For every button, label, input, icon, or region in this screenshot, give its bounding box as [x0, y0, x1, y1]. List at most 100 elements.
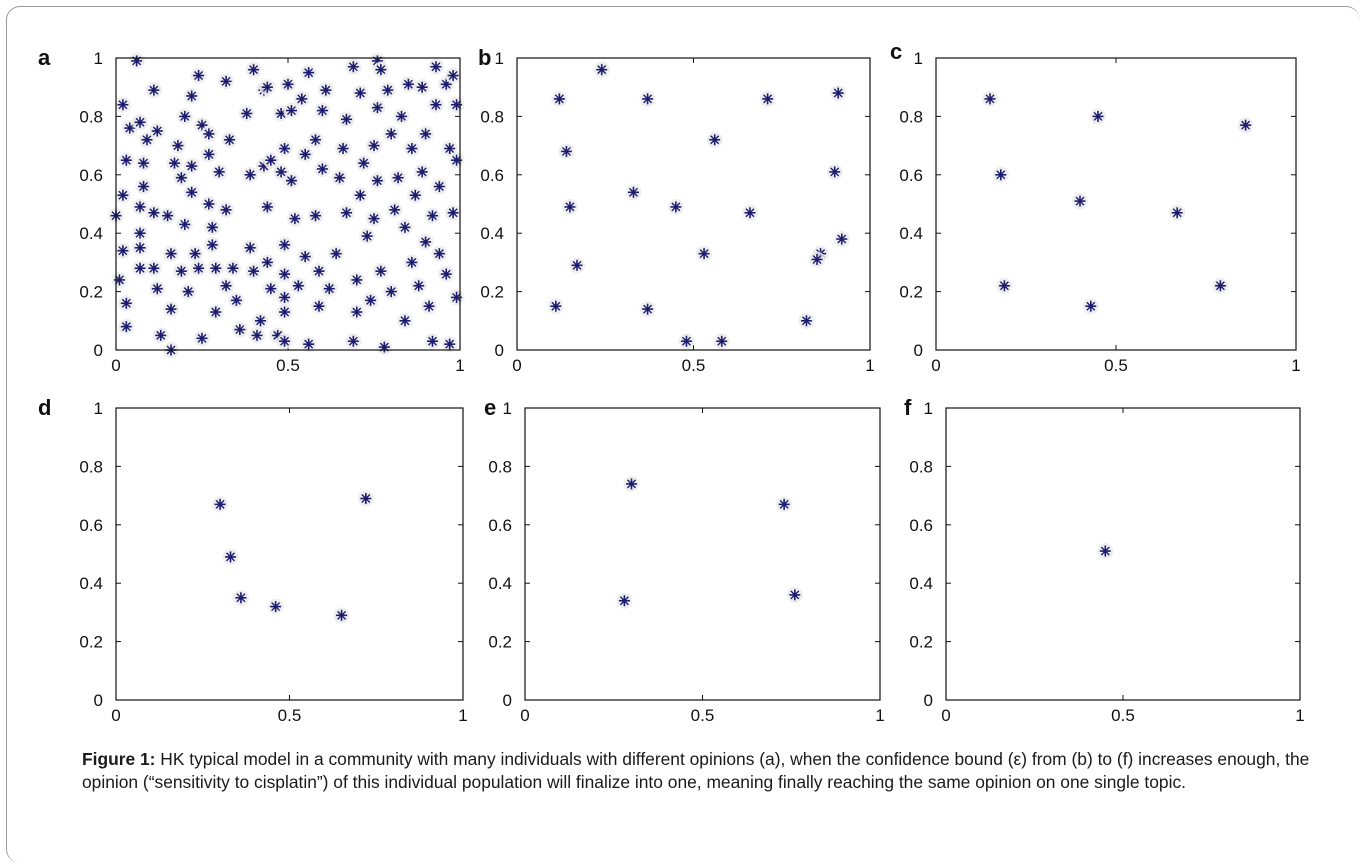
- data-point: [200, 125, 217, 142]
- data-point: [396, 312, 413, 329]
- data-point: [245, 61, 262, 78]
- data-point: [776, 496, 793, 513]
- data-point: [1097, 543, 1114, 560]
- data-point: [383, 125, 400, 142]
- data-point: [249, 327, 266, 344]
- data-point: [366, 210, 382, 227]
- data-point: [639, 90, 656, 107]
- panel-letter-d: d: [38, 395, 51, 420]
- data-point: [224, 260, 241, 277]
- data-point: [307, 207, 324, 224]
- data-point: [417, 125, 434, 142]
- data-point: [372, 263, 389, 280]
- data-point: [403, 140, 420, 157]
- x-tick-label: 0: [111, 706, 120, 725]
- data-point: [111, 271, 128, 288]
- y-tick-label: 1: [495, 49, 504, 68]
- data-point: [809, 251, 826, 268]
- y-tick-label: 0.8: [79, 107, 103, 126]
- data-point: [132, 198, 149, 215]
- data-point: [218, 277, 235, 294]
- data-point: [145, 204, 162, 221]
- data-point: [114, 96, 131, 113]
- plot-area-b: [516, 57, 871, 351]
- x-tick-label: 0.5: [276, 356, 300, 375]
- data-point: [386, 201, 403, 218]
- data-point: [372, 61, 389, 78]
- data-point: [1090, 108, 1106, 125]
- data-point: [293, 90, 310, 107]
- data-point: [379, 82, 396, 99]
- data-point: [183, 87, 200, 104]
- data-point: [331, 169, 348, 186]
- data-point: [403, 254, 420, 271]
- data-point: [338, 111, 355, 128]
- panel-a: a 0 0.2 0.4 0.6 0.8 1 0 0.5 1: [38, 45, 465, 375]
- plot-area-e: [524, 407, 881, 701]
- data-point: [169, 137, 186, 154]
- y-tick-label: 0.8: [79, 457, 103, 476]
- data-point: [396, 219, 413, 236]
- x-tick-label: 0: [512, 356, 521, 375]
- data-point: [135, 155, 152, 172]
- data-point: [114, 187, 131, 204]
- data-point: [276, 304, 293, 321]
- x-tick-label: 0.5: [691, 706, 715, 725]
- y-tick-label: 0.8: [480, 107, 504, 126]
- data-point: [310, 263, 327, 280]
- data-point: [231, 321, 248, 338]
- data-point: [207, 260, 224, 277]
- y-tick-label: 0.6: [488, 516, 512, 535]
- data-point: [414, 79, 431, 96]
- data-point: [163, 245, 180, 262]
- data-point: [276, 236, 293, 253]
- data-point: [207, 304, 224, 321]
- x-tick-label: 0.5: [278, 706, 302, 725]
- x-tick-label: 0: [520, 706, 529, 725]
- data-point: [163, 301, 180, 318]
- data-point: [286, 210, 303, 227]
- data-point: [145, 82, 162, 99]
- data-point: [310, 298, 327, 315]
- x-tick-label: 0.5: [1111, 706, 1135, 725]
- panel-b: b 0 0.2 0.4 0.6 0.8 1 0 0.5 1: [478, 45, 875, 375]
- data-point: [280, 76, 296, 93]
- x-tick-label: 0: [941, 706, 950, 725]
- data-point: [135, 178, 152, 195]
- data-point: [639, 301, 656, 318]
- data-point: [183, 158, 200, 175]
- y-tick-label: 0.8: [899, 107, 923, 126]
- data-point: [297, 248, 314, 265]
- data-point: [352, 85, 369, 102]
- data-point: [290, 277, 307, 294]
- data-point: [149, 123, 166, 139]
- data-point: [1237, 117, 1254, 134]
- data-point: [982, 90, 998, 107]
- data-point: [445, 204, 462, 221]
- data-point: [238, 105, 255, 122]
- data-point: [328, 245, 345, 262]
- data-point: [558, 143, 575, 160]
- plot-area-c: [935, 57, 1297, 351]
- y-tick-label: 1: [94, 399, 103, 418]
- data-point: [357, 490, 374, 507]
- plot-area-a: [115, 57, 461, 351]
- y-tick-label: 0.6: [899, 166, 923, 185]
- data-point: [441, 140, 458, 157]
- caption-label: Figure 1:: [82, 749, 156, 769]
- panel-letter-b: b: [478, 45, 491, 70]
- y-tick-label: 0.6: [79, 166, 103, 185]
- data-point: [616, 592, 633, 609]
- data-point: [561, 198, 578, 215]
- data-point: [283, 102, 300, 119]
- data-point: [445, 67, 462, 84]
- data-point: [369, 172, 386, 189]
- data-point: [352, 187, 369, 204]
- data-point: [547, 298, 564, 315]
- data-point: [678, 333, 695, 350]
- x-tick-label: 1: [875, 706, 884, 725]
- y-tick-label: 0.4: [79, 224, 103, 243]
- data-point: [228, 292, 245, 309]
- y-tick-label: 0: [924, 691, 933, 710]
